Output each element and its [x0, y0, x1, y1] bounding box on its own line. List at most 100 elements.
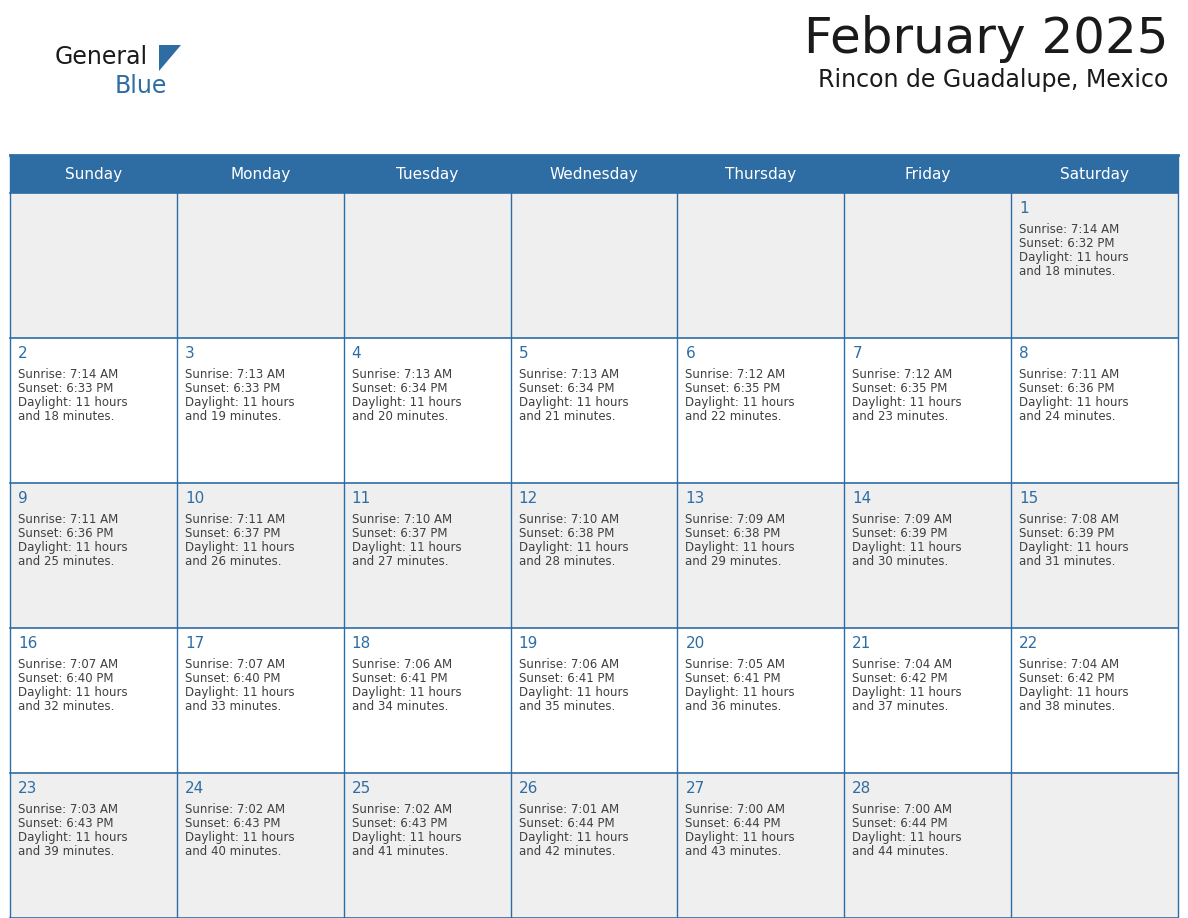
Text: and 18 minutes.: and 18 minutes. — [18, 410, 114, 423]
Text: 28: 28 — [852, 781, 872, 796]
Text: 4: 4 — [352, 346, 361, 361]
Text: Friday: Friday — [904, 166, 950, 182]
Bar — [10, 338, 1178, 483]
Text: Sunset: 6:41 PM: Sunset: 6:41 PM — [519, 672, 614, 685]
Text: Daylight: 11 hours: Daylight: 11 hours — [352, 396, 461, 409]
Text: Sunrise: 7:05 AM: Sunrise: 7:05 AM — [685, 658, 785, 671]
Text: Sunrise: 7:14 AM: Sunrise: 7:14 AM — [1019, 223, 1119, 236]
Text: Sunset: 6:33 PM: Sunset: 6:33 PM — [185, 382, 280, 395]
Text: 16: 16 — [18, 636, 37, 651]
Text: 12: 12 — [519, 491, 538, 506]
Polygon shape — [159, 45, 181, 71]
Text: Sunrise: 7:01 AM: Sunrise: 7:01 AM — [519, 803, 619, 816]
Text: Daylight: 11 hours: Daylight: 11 hours — [685, 686, 795, 699]
Text: Daylight: 11 hours: Daylight: 11 hours — [519, 686, 628, 699]
Text: Sunrise: 7:03 AM: Sunrise: 7:03 AM — [18, 803, 118, 816]
Text: Sunset: 6:43 PM: Sunset: 6:43 PM — [18, 817, 114, 830]
Bar — [10, 193, 1178, 338]
Text: General: General — [55, 45, 148, 69]
Text: Sunrise: 7:11 AM: Sunrise: 7:11 AM — [1019, 368, 1119, 381]
Text: Sunset: 6:38 PM: Sunset: 6:38 PM — [685, 527, 781, 540]
Text: 8: 8 — [1019, 346, 1029, 361]
Text: 7: 7 — [852, 346, 862, 361]
Text: Sunday: Sunday — [65, 166, 122, 182]
Bar — [10, 628, 1178, 773]
Text: Daylight: 11 hours: Daylight: 11 hours — [18, 831, 127, 844]
Text: and 38 minutes.: and 38 minutes. — [1019, 700, 1116, 713]
Text: 19: 19 — [519, 636, 538, 651]
Text: Sunrise: 7:09 AM: Sunrise: 7:09 AM — [852, 513, 953, 526]
Text: Sunset: 6:42 PM: Sunset: 6:42 PM — [852, 672, 948, 685]
Text: and 22 minutes.: and 22 minutes. — [685, 410, 782, 423]
Text: and 35 minutes.: and 35 minutes. — [519, 700, 615, 713]
Text: Sunrise: 7:11 AM: Sunrise: 7:11 AM — [185, 513, 285, 526]
Text: Sunrise: 7:09 AM: Sunrise: 7:09 AM — [685, 513, 785, 526]
Text: Sunrise: 7:07 AM: Sunrise: 7:07 AM — [185, 658, 285, 671]
Text: Sunset: 6:39 PM: Sunset: 6:39 PM — [852, 527, 948, 540]
Text: Sunrise: 7:12 AM: Sunrise: 7:12 AM — [685, 368, 785, 381]
Text: Sunrise: 7:13 AM: Sunrise: 7:13 AM — [185, 368, 285, 381]
Text: and 30 minutes.: and 30 minutes. — [852, 555, 948, 568]
Text: Sunrise: 7:13 AM: Sunrise: 7:13 AM — [519, 368, 619, 381]
Text: Sunset: 6:36 PM: Sunset: 6:36 PM — [18, 527, 114, 540]
Text: Sunset: 6:37 PM: Sunset: 6:37 PM — [352, 527, 447, 540]
Text: 23: 23 — [18, 781, 37, 796]
Text: 25: 25 — [352, 781, 371, 796]
Text: 22: 22 — [1019, 636, 1038, 651]
Text: and 28 minutes.: and 28 minutes. — [519, 555, 615, 568]
Text: 17: 17 — [185, 636, 204, 651]
Text: Daylight: 11 hours: Daylight: 11 hours — [685, 831, 795, 844]
Text: Sunset: 6:37 PM: Sunset: 6:37 PM — [185, 527, 280, 540]
Text: Daylight: 11 hours: Daylight: 11 hours — [352, 831, 461, 844]
Text: Sunset: 6:34 PM: Sunset: 6:34 PM — [519, 382, 614, 395]
Text: and 29 minutes.: and 29 minutes. — [685, 555, 782, 568]
Text: 13: 13 — [685, 491, 704, 506]
Text: Sunrise: 7:02 AM: Sunrise: 7:02 AM — [185, 803, 285, 816]
Text: Sunset: 6:41 PM: Sunset: 6:41 PM — [685, 672, 781, 685]
Bar — [10, 773, 1178, 918]
Text: Daylight: 11 hours: Daylight: 11 hours — [352, 541, 461, 554]
Text: Daylight: 11 hours: Daylight: 11 hours — [185, 686, 295, 699]
Text: 1: 1 — [1019, 201, 1029, 216]
Text: 26: 26 — [519, 781, 538, 796]
Text: Sunset: 6:35 PM: Sunset: 6:35 PM — [685, 382, 781, 395]
Text: Sunset: 6:43 PM: Sunset: 6:43 PM — [185, 817, 280, 830]
Text: 6: 6 — [685, 346, 695, 361]
Text: Wednesday: Wednesday — [550, 166, 638, 182]
Text: Sunrise: 7:13 AM: Sunrise: 7:13 AM — [352, 368, 451, 381]
Text: 14: 14 — [852, 491, 872, 506]
Text: Daylight: 11 hours: Daylight: 11 hours — [352, 686, 461, 699]
Text: Daylight: 11 hours: Daylight: 11 hours — [18, 686, 127, 699]
Text: and 25 minutes.: and 25 minutes. — [18, 555, 114, 568]
Bar — [10, 483, 1178, 628]
Text: Sunrise: 7:06 AM: Sunrise: 7:06 AM — [519, 658, 619, 671]
Text: Daylight: 11 hours: Daylight: 11 hours — [1019, 251, 1129, 264]
Text: Sunrise: 7:04 AM: Sunrise: 7:04 AM — [852, 658, 953, 671]
Text: Rincon de Guadalupe, Mexico: Rincon de Guadalupe, Mexico — [817, 68, 1168, 92]
Text: Sunset: 6:40 PM: Sunset: 6:40 PM — [18, 672, 114, 685]
Text: Sunrise: 7:00 AM: Sunrise: 7:00 AM — [685, 803, 785, 816]
Text: 2: 2 — [18, 346, 27, 361]
Text: Sunset: 6:42 PM: Sunset: 6:42 PM — [1019, 672, 1114, 685]
Text: Daylight: 11 hours: Daylight: 11 hours — [519, 831, 628, 844]
Text: and 42 minutes.: and 42 minutes. — [519, 845, 615, 858]
Text: Sunrise: 7:00 AM: Sunrise: 7:00 AM — [852, 803, 953, 816]
Text: and 21 minutes.: and 21 minutes. — [519, 410, 615, 423]
Text: Sunrise: 7:11 AM: Sunrise: 7:11 AM — [18, 513, 119, 526]
Text: 21: 21 — [852, 636, 872, 651]
Text: and 44 minutes.: and 44 minutes. — [852, 845, 949, 858]
Text: Daylight: 11 hours: Daylight: 11 hours — [852, 396, 962, 409]
Text: Daylight: 11 hours: Daylight: 11 hours — [185, 396, 295, 409]
Text: Daylight: 11 hours: Daylight: 11 hours — [685, 396, 795, 409]
Text: and 37 minutes.: and 37 minutes. — [852, 700, 949, 713]
Text: 18: 18 — [352, 636, 371, 651]
Text: Sunrise: 7:10 AM: Sunrise: 7:10 AM — [519, 513, 619, 526]
Text: Daylight: 11 hours: Daylight: 11 hours — [1019, 686, 1129, 699]
Text: Daylight: 11 hours: Daylight: 11 hours — [185, 831, 295, 844]
Text: and 20 minutes.: and 20 minutes. — [352, 410, 448, 423]
Text: Sunset: 6:44 PM: Sunset: 6:44 PM — [685, 817, 781, 830]
Text: Sunrise: 7:06 AM: Sunrise: 7:06 AM — [352, 658, 451, 671]
Text: and 18 minutes.: and 18 minutes. — [1019, 265, 1116, 278]
Text: Sunset: 6:36 PM: Sunset: 6:36 PM — [1019, 382, 1114, 395]
Text: Sunset: 6:38 PM: Sunset: 6:38 PM — [519, 527, 614, 540]
